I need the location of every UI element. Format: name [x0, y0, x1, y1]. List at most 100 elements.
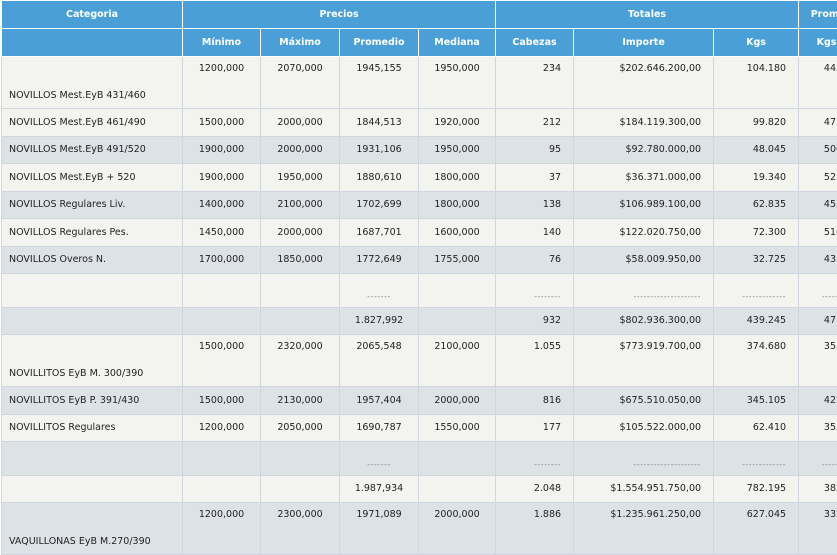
cell-categoria [2, 274, 183, 308]
table-row: NOVILLOS Mest.EyB + 520 1900,000 1950,00… [2, 164, 837, 192]
cell-importe: $802.936.300,00 [574, 307, 714, 335]
header-promedio[interactable]: Promedio [340, 29, 419, 57]
cell-cabezas: 2.048 [496, 475, 574, 503]
cell-kgs: 104.180 [714, 57, 799, 109]
cell-minimo [183, 442, 261, 476]
header-prom: Prom. [799, 1, 837, 29]
cell-kgs: 62.410 [714, 414, 799, 442]
header-cabezas[interactable]: Cabezas [496, 29, 574, 57]
cell-maximo: 2320,000 [261, 335, 340, 387]
cell-cabezas: 234 [496, 57, 574, 109]
cell-promedio: 1931,106 [340, 136, 419, 164]
cell-categoria: NOVILLITOS EyB P. 391/430 [2, 387, 183, 415]
cell-categoria: NOVILLOS Regulares Pes. [2, 219, 183, 247]
cell-importe: $105.522.000,00 [574, 414, 714, 442]
cell-importe: $106.989.100,00 [574, 191, 714, 219]
cell-maximo: 1850,000 [261, 246, 340, 274]
header-minimo[interactable]: Mínimo [183, 29, 261, 57]
cell-minimo: 1200,000 [183, 57, 261, 109]
cell-prom-kgs: 382 [799, 475, 837, 503]
header-categoria[interactable]: Categoria [2, 1, 183, 29]
cell-promedio: 1844,513 [340, 109, 419, 137]
cell-categoria: NOVILLOS Mest.EyB + 520 [2, 164, 183, 192]
cell-promedio: 1.987,934 [340, 475, 419, 503]
cell-maximo: 1950,000 [261, 164, 340, 192]
cell-prom-kgs: 471 [799, 307, 837, 335]
cell-promedio: 1.827,992 [340, 307, 419, 335]
cell-kgs: 99.820 [714, 109, 799, 137]
table-row: NOVILLOS Overos N. 1700,000 1850,000 177… [2, 246, 837, 274]
table-row: NOVILLITOS Regulares 1200,000 2050,000 1… [2, 414, 837, 442]
cell-prom-kgs-separator: ------ [799, 274, 837, 308]
cell-importe: $184.119.300,00 [574, 109, 714, 137]
cell-mediana: 2100,000 [419, 335, 496, 387]
header-empty [2, 29, 183, 57]
cell-minimo: 1900,000 [183, 136, 261, 164]
header-precios: Precios [183, 1, 496, 29]
header-prom-kgs[interactable]: Kgs [799, 29, 837, 57]
cell-cabezas: 177 [496, 414, 574, 442]
cell-maximo [261, 442, 340, 476]
cell-importe: $92.780.000,00 [574, 136, 714, 164]
cell-promedio: 1945,155 [340, 57, 419, 109]
cell-minimo [183, 274, 261, 308]
cell-mediana: 1800,000 [419, 164, 496, 192]
cell-importe: $36.371.000,00 [574, 164, 714, 192]
header-importe[interactable]: Importe [574, 29, 714, 57]
separator-row: ------- -------- -------------------- --… [2, 442, 837, 476]
table-row: NOVILLOS Mest.EyB 431/460 1200,000 2070,… [2, 57, 837, 109]
cell-categoria: NOVILLITOS EyB M. 300/390 [2, 335, 183, 387]
cell-maximo: 2000,000 [261, 136, 340, 164]
cell-kgs: 72.300 [714, 219, 799, 247]
cell-promedio: 1971,089 [340, 503, 419, 555]
cell-minimo: 1450,000 [183, 219, 261, 247]
cell-prom-kgs: 423 [799, 387, 837, 415]
table-row: VAQUILLONAS EyB M.270/390 1200,000 2300,… [2, 503, 837, 555]
cell-minimo: 1200,000 [183, 503, 261, 555]
table-row: NOVILLOS Mest.EyB 461/490 1500,000 2000,… [2, 109, 837, 137]
header-group-row: Categoria Precios Totales Prom. [2, 1, 837, 29]
cell-minimo: 1400,000 [183, 191, 261, 219]
subtotal-row: 1.987,934 2.048 $1.554.951.750,00 782.19… [2, 475, 837, 503]
cell-kgs: 48.045 [714, 136, 799, 164]
cell-mediana: 1920,000 [419, 109, 496, 137]
separator-row: ------- -------- -------------------- --… [2, 274, 837, 308]
cell-kgs: 439.245 [714, 307, 799, 335]
table-row: NOVILLITOS EyB M. 300/390 1500,000 2320,… [2, 335, 837, 387]
cell-maximo: 2000,000 [261, 109, 340, 137]
cell-maximo: 2300,000 [261, 503, 340, 555]
cell-prom-kgs: 431 [799, 246, 837, 274]
cell-prom-kgs: 455 [799, 191, 837, 219]
cell-promedio-separator: ------- [340, 442, 419, 476]
cell-maximo [261, 475, 340, 503]
cell-minimo: 1500,000 [183, 387, 261, 415]
cell-cabezas: 816 [496, 387, 574, 415]
cell-promedio: 1690,787 [340, 414, 419, 442]
header-mediana[interactable]: Mediana [419, 29, 496, 57]
cell-mediana: 2000,000 [419, 387, 496, 415]
cell-importe: $202.646.200,00 [574, 57, 714, 109]
cell-minimo: 1900,000 [183, 164, 261, 192]
cell-maximo [261, 274, 340, 308]
cell-importe: $58.009.950,00 [574, 246, 714, 274]
table-body: NOVILLOS Mest.EyB 431/460 1200,000 2070,… [2, 57, 837, 555]
cell-importe: $1.554.951.750,00 [574, 475, 714, 503]
cell-mediana: 1800,000 [419, 191, 496, 219]
cell-categoria: NOVILLOS Mest.EyB 491/520 [2, 136, 183, 164]
cell-prom-kgs: 355 [799, 335, 837, 387]
header-maximo[interactable]: Máximo [261, 29, 340, 57]
cell-cabezas: 95 [496, 136, 574, 164]
cell-kgs: 62.835 [714, 191, 799, 219]
cell-minimo: 1700,000 [183, 246, 261, 274]
cell-promedio: 1772,649 [340, 246, 419, 274]
cell-kgs: 627.045 [714, 503, 799, 555]
cell-promedio: 1880,610 [340, 164, 419, 192]
cell-kgs: 782.195 [714, 475, 799, 503]
table-row: NOVILLOS Regulares Pes. 1450,000 2000,00… [2, 219, 837, 247]
cell-categoria: NOVILLOS Regulares Liv. [2, 191, 183, 219]
header-kgs[interactable]: Kgs [714, 29, 799, 57]
cell-maximo: 2130,000 [261, 387, 340, 415]
cell-categoria: NOVILLOS Overos N. [2, 246, 183, 274]
cell-prom-kgs: 523 [799, 164, 837, 192]
